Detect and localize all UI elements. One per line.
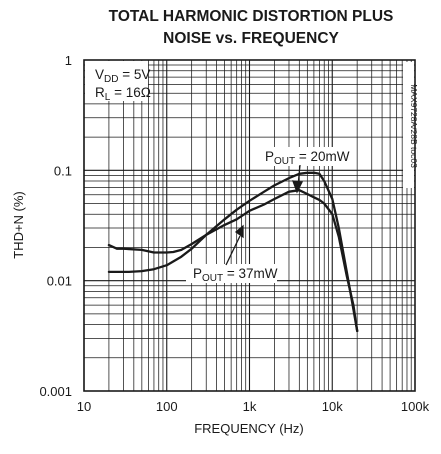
data-series [107,171,359,333]
grid-lines [83,60,415,392]
series-line-37mw [107,189,359,333]
arrow-20mw-head [292,180,303,194]
chart-title-line2: NOISE vs. FREQUENCY [163,30,339,47]
arrow-37mw-line [225,235,241,266]
x-tick-label: 10k [322,399,343,414]
series-line-20mw [107,171,359,333]
annotation-20mw: POUT = 20mW [265,149,350,167]
annotation-37mw: POUT = 37mW [193,266,278,284]
annotation-arrows [225,164,303,266]
annotation-37mw-bg [186,264,277,283]
plot-frame [83,59,416,392]
y-tick-label: 0.1 [54,163,72,178]
x-tick-labels: 10 100 1k 10k 100k [77,399,430,414]
vdd-label: VDD = 5V [95,67,150,85]
chart-title-line1: TOTAL HARMONIC DISTORTION PLUS [109,8,394,25]
conditions-box [85,61,148,101]
y-tick-labels: 1 0.1 0.01 0.001 [39,53,72,399]
y-tick-label: 0.01 [47,274,72,289]
side-text: MAX9728A/28B toc03 [409,84,419,168]
x-tick-label: 1k [243,399,257,414]
x-tick-label: 10 [77,399,91,414]
arrow-37mw-head [234,224,244,239]
y-tick-label: 0.001 [39,384,72,399]
x-axis-label: FREQUENCY (Hz) [194,421,304,436]
annotation-20mw-bg [258,147,346,166]
x-tick-label: 100 [156,399,178,414]
x-tick-label: 100k [401,399,430,414]
y-tick-label: 1 [65,53,72,68]
side-text-bg [403,62,414,188]
y-axis-label: THD+N (%) [11,191,26,259]
rl-label: RL = 16Ω [95,85,151,103]
